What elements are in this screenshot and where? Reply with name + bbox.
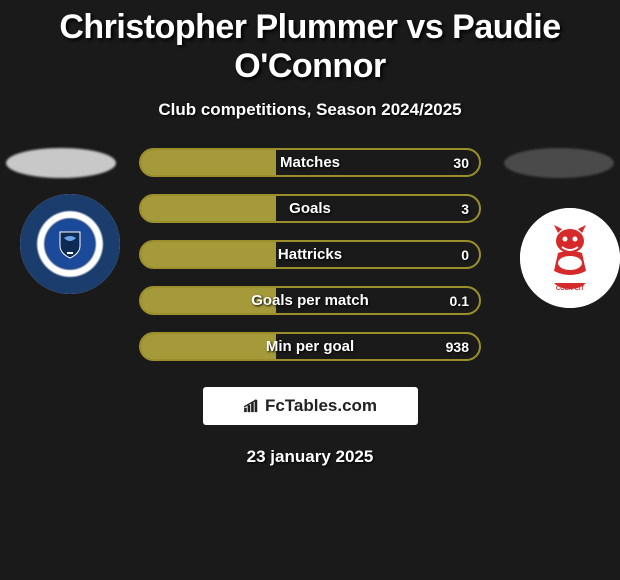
comparison-content: Matches30Goals3Hattricks0Goals per match… [0, 148, 620, 361]
page-subtitle: Club competitions, Season 2024/2025 [0, 100, 620, 120]
crest-shield-icon [50, 224, 90, 264]
stat-row: Matches30 [139, 148, 481, 177]
player-left-shadow [6, 148, 116, 178]
brand-text: FcTables.com [265, 396, 377, 416]
stat-label: Hattricks [141, 242, 479, 267]
stat-value-right: 0.1 [450, 288, 469, 313]
stat-label: Matches [141, 150, 479, 175]
brand-watermark: FcTables.com [203, 387, 418, 425]
stat-value-right: 30 [453, 150, 469, 175]
stat-value-right: 3 [461, 196, 469, 221]
stats-list: Matches30Goals3Hattricks0Goals per match… [139, 148, 481, 361]
player-right-shadow [504, 148, 614, 178]
snapshot-date: 23 january 2025 [0, 447, 620, 467]
stat-label: Goals per match [141, 288, 479, 313]
imp-mascot-icon: COLN CIT [540, 223, 600, 293]
stat-row: Hattricks0 [139, 240, 481, 269]
peterborough-crest-icon [20, 194, 120, 294]
page-title: Christopher Plummer vs Paudie O'Connor [0, 0, 620, 86]
svg-text:COLN CIT: COLN CIT [556, 286, 585, 292]
stat-value-right: 938 [446, 334, 469, 359]
stat-value-right: 0 [461, 242, 469, 267]
stat-row: Goals per match0.1 [139, 286, 481, 315]
lincoln-crest-icon: COLN CIT [520, 208, 620, 308]
chart-icon [243, 399, 261, 413]
stat-row: Min per goal938 [139, 332, 481, 361]
club-logo-left [20, 194, 120, 294]
club-logo-right: COLN CIT [520, 208, 620, 308]
stat-row: Goals3 [139, 194, 481, 223]
stat-label: Goals [141, 196, 479, 221]
stat-label: Min per goal [141, 334, 479, 359]
